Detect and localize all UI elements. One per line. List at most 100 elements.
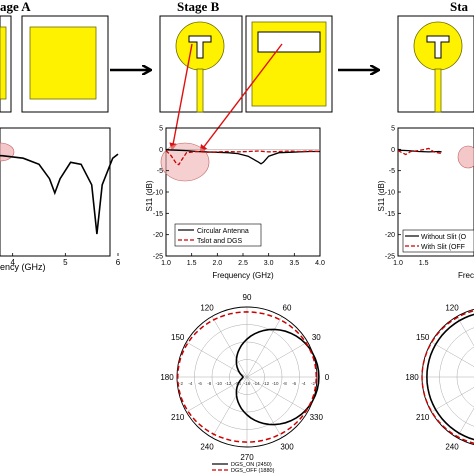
series-stage-a <box>0 153 119 235</box>
x-tick-label: 5 <box>63 258 68 267</box>
angle-label: 210 <box>171 413 185 422</box>
polar-spoke <box>456 316 474 347</box>
angle-label: 270 <box>240 453 254 462</box>
polar-plot-right: 120 150 180 210 240 <box>405 304 474 451</box>
radial-label: -2 <box>311 381 315 386</box>
stage-a-title: age A <box>0 0 31 14</box>
radial-label: -10 <box>272 381 279 386</box>
polar-spoke <box>431 387 474 413</box>
right-plot-ylabel: S11 (dB) <box>377 180 386 211</box>
series-tslot-dgs <box>165 150 321 166</box>
polar-legend-on: DGS_ON (2450) <box>231 462 272 468</box>
right-legend-without: Without Slit (O <box>421 234 467 241</box>
radial-label: -6 <box>198 381 202 386</box>
radial-label: -16 <box>244 381 251 386</box>
x-tick-label: 4 <box>10 258 15 267</box>
angle-label: 120 <box>200 304 214 313</box>
angle-label: 330 <box>310 413 324 422</box>
y-tick-label: 5 <box>391 126 395 133</box>
left-plot-xlabel: ency (GHz) <box>0 262 46 272</box>
series-with-slit <box>397 147 442 156</box>
radial-label: -6 <box>292 381 296 386</box>
polar-series-dgs-off <box>176 311 318 443</box>
y-tick-label: 5 <box>159 126 163 133</box>
angle-label: 150 <box>416 333 430 342</box>
x-tick-label: 3.0 <box>264 260 274 267</box>
stage-a-antenna <box>0 15 12 113</box>
y-tick-label: -10 <box>385 190 395 197</box>
highlight-ellipse-right <box>457 145 474 169</box>
y-tick-label: 0 <box>391 147 395 154</box>
radial-label: -14 <box>253 381 260 386</box>
y-tick-label: -10 <box>153 190 163 197</box>
angle-label: 180 <box>160 373 174 382</box>
y-tick-label: -5 <box>157 168 163 175</box>
radial-label: -8 <box>283 381 287 386</box>
angle-label: 120 <box>445 304 459 313</box>
polar-spoke <box>456 407 474 438</box>
stage-b-patch-antenna <box>159 15 243 113</box>
angle-label: 30 <box>312 333 321 342</box>
angle-label: 240 <box>445 442 459 451</box>
x-tick-label: 6 <box>116 258 121 267</box>
stage-c-title: Sta <box>450 0 469 14</box>
angle-label: 180 <box>405 373 419 382</box>
red-arrow-tslot <box>169 43 193 151</box>
stage-c-patch-antenna <box>397 15 474 113</box>
angle-label: 210 <box>416 413 430 422</box>
right-legend: Without Slit (O With Slit (OFF <box>402 229 474 253</box>
polar-spoke <box>186 341 308 413</box>
radial-label: -12 <box>263 381 270 386</box>
angle-label: 300 <box>280 442 294 451</box>
mid-legend-circular: Circular Antenna <box>197 228 249 235</box>
angle-label: 60 <box>283 304 292 313</box>
y-tick-label: -15 <box>385 211 395 218</box>
polar-spoke <box>431 341 474 367</box>
y-tick-label: -15 <box>153 211 163 218</box>
mid-plot-xlabel: Frequency (GHz) <box>212 271 274 280</box>
y-tick-label: -20 <box>153 232 163 239</box>
red-arrow-dgs <box>199 43 283 153</box>
x-tick-label: 1.5 <box>419 260 429 267</box>
polar-legend-off: DGS_OFF (1880) <box>231 468 275 474</box>
y-tick-label: -25 <box>153 254 163 261</box>
s11-plot-left: 4 5 6 <box>0 127 121 267</box>
x-tick-label: 3.5 <box>289 260 299 267</box>
series-without-slit <box>397 149 442 153</box>
t-slot-shape <box>188 35 212 59</box>
polar-right-series-black <box>426 313 474 441</box>
highlight-ellipse-mid <box>160 142 210 182</box>
mid-legend-tslot: Tslot and DGS <box>197 238 242 245</box>
x-tick-label: 1.0 <box>161 260 171 267</box>
y-tick-label: -20 <box>385 232 395 239</box>
y-tick-label: 0 <box>159 147 163 154</box>
angle-label: 0 <box>325 373 330 382</box>
x-tick-label: 4.0 <box>315 260 325 267</box>
polar-right-series-red <box>421 309 474 445</box>
s11-plot-mid: 5 0 -5 -10 -15 -20 -25 1.0 1.5 2.0 2.5 3.0 3.5 4.0 C… <box>153 126 325 268</box>
highlight-ellipse-left <box>0 142 15 162</box>
y-tick-label: -5 <box>389 168 395 175</box>
radial-label: -4 <box>302 381 306 386</box>
stage-a-ground-plane <box>21 15 109 113</box>
x-tick-label: 1.0 <box>393 260 403 267</box>
angle-label: 240 <box>200 442 214 451</box>
x-tick-label: 2.0 <box>212 260 222 267</box>
radial-label: -8 <box>207 381 211 386</box>
polar-mid-legend: DGS_ON (2450) DGS_OFF (1880) <box>212 462 275 474</box>
polar-series-dgs-on <box>235 328 320 426</box>
radial-label: -14 <box>234 381 241 386</box>
stage-b-dgs-ground <box>245 15 333 113</box>
right-plot-xlabel: Frec <box>458 271 474 280</box>
angle-label: 90 <box>243 293 252 302</box>
stage-b-title: Stage B <box>177 0 220 14</box>
radial-label: -10 <box>215 381 222 386</box>
y-tick-label: -25 <box>385 254 395 261</box>
mid-legend: Circular Antenna Tslot and DGS <box>174 223 262 247</box>
radial-label: -2 <box>179 381 183 386</box>
x-tick-label: 2.5 <box>238 260 248 267</box>
radial-label: -12 <box>225 381 232 386</box>
right-legend-with: With Slit (OFF <box>421 244 465 251</box>
